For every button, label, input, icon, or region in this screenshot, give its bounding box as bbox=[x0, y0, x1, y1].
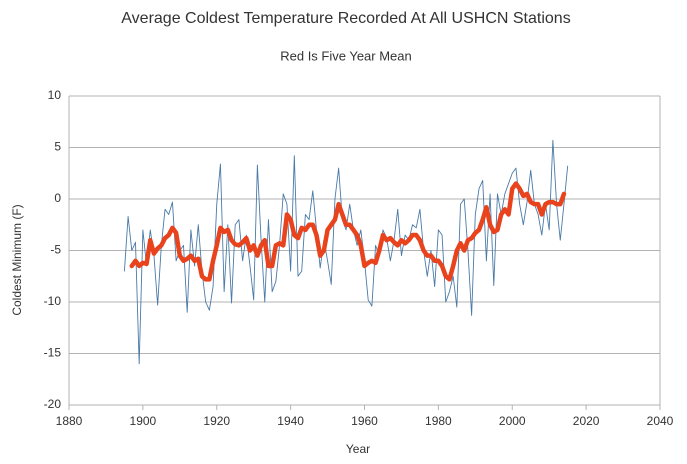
series-line bbox=[129, 181, 567, 282]
y-tick-label: -5 bbox=[50, 243, 61, 257]
y-tick-label: 0 bbox=[54, 191, 61, 205]
x-tick-label: 1940 bbox=[277, 414, 304, 428]
series-line bbox=[123, 139, 569, 365]
chart-title: Average Coldest Temperature Recorded At … bbox=[121, 10, 570, 27]
y-tick-label: -20 bbox=[44, 397, 62, 411]
y-tick-label: 10 bbox=[48, 88, 62, 102]
x-tick-label: 1980 bbox=[425, 414, 452, 428]
x-tick-label: 2000 bbox=[499, 414, 526, 428]
x-tick-label: 1880 bbox=[56, 414, 83, 428]
x-tick-label: 1960 bbox=[351, 414, 378, 428]
x-tick-label: 2040 bbox=[647, 414, 674, 428]
x-tick-label: 1920 bbox=[203, 414, 230, 428]
x-axis-label: Year bbox=[346, 442, 370, 456]
y-tick-label: -10 bbox=[44, 294, 62, 308]
y-tick-label: -15 bbox=[44, 346, 62, 360]
x-tick-label: 2020 bbox=[573, 414, 600, 428]
x-tick-label: 1900 bbox=[130, 414, 157, 428]
y-tick-label: 5 bbox=[54, 140, 61, 154]
y-axis-label: Coldest Minimum (F) bbox=[10, 204, 24, 315]
chart-subtitle: Red Is Five Year Mean bbox=[280, 48, 412, 63]
